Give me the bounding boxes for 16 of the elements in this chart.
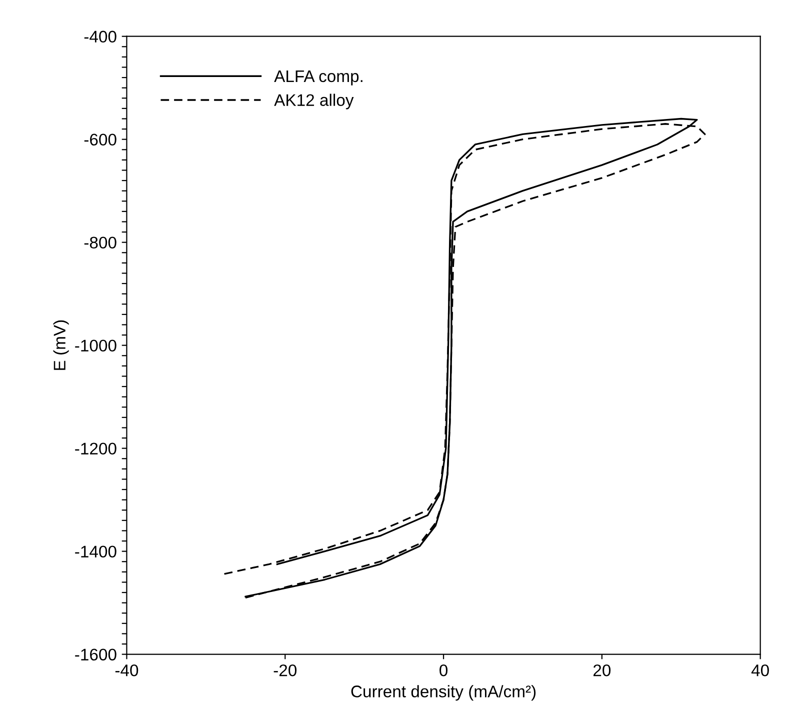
x-tick-label: 40	[751, 664, 769, 676]
x-tick-label: -40	[115, 664, 138, 676]
y-tick-label: -1000	[75, 340, 116, 352]
y-tick-label: -1600	[75, 648, 116, 661]
x-axis-title: Current density (mA/cm²)	[351, 685, 536, 701]
text: ALFA comp.	[274, 70, 362, 86]
x-tick-label: 0	[440, 664, 448, 676]
x-tick-label: -20	[274, 664, 297, 676]
y-tick-label: -1400	[75, 546, 116, 558]
y-tick-label: -600	[84, 134, 116, 146]
y-tick-label: -400	[84, 30, 116, 43]
y-tick-label: -800	[84, 236, 116, 249]
y-axis-title: E (mV)	[53, 320, 69, 370]
x-tick-label: 20	[593, 664, 611, 676]
y-tick-label: -1200	[75, 442, 116, 455]
text: AK12 alloy	[274, 94, 354, 110]
